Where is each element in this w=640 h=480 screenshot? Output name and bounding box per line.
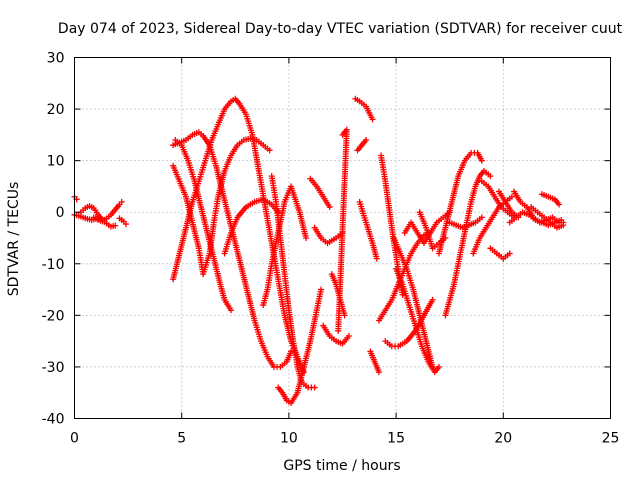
data-point — [228, 307, 235, 314]
series-sat-u — [356, 198, 380, 262]
series-sat-ag — [470, 193, 515, 257]
y-tick-label: 20 — [47, 102, 65, 118]
y-tick-label: 10 — [47, 154, 65, 170]
y-tick-label: 30 — [47, 51, 65, 67]
data-point — [478, 157, 485, 164]
data-point — [506, 250, 513, 257]
data-point — [363, 137, 370, 144]
x-tick-label: 0 — [70, 431, 79, 447]
series-sat-i — [170, 135, 273, 278]
series-sat-ae — [435, 149, 485, 257]
series-sat-p — [320, 322, 352, 347]
series-sat-l — [268, 173, 318, 391]
data-point — [478, 214, 485, 221]
data-point — [558, 216, 565, 223]
plot-frame — [74, 57, 611, 419]
data-point — [266, 147, 273, 154]
series-sat-c — [90, 198, 125, 225]
x-tick-label: 5 — [177, 431, 186, 447]
chart-title: Day 074 of 2023, Sidereal Day-to-day VTE… — [58, 21, 623, 37]
series-sat-w — [378, 152, 406, 298]
series-sat-m — [275, 286, 325, 407]
data-marks — [71, 95, 567, 407]
series-sat-y — [382, 296, 436, 350]
series-sat-ah — [478, 178, 518, 221]
y-tick-label: -20 — [42, 308, 65, 324]
y-tick-label: -40 — [42, 412, 65, 428]
series-sat-d — [116, 215, 129, 228]
y-axis-label: SDTVAR / TECUs — [6, 182, 22, 297]
data-point — [345, 332, 352, 339]
data-point — [341, 312, 348, 319]
series-sat-am — [528, 204, 567, 231]
x-tick-label: 10 — [280, 431, 298, 447]
data-point — [311, 384, 318, 391]
data-point — [369, 116, 376, 123]
data-point — [122, 221, 129, 228]
series-sat-aa — [390, 235, 436, 370]
data-point — [560, 222, 567, 229]
series-sat-z — [393, 265, 442, 376]
data-point — [118, 198, 125, 205]
series-sat-af — [446, 214, 485, 231]
series-sat-e — [71, 193, 80, 203]
data-point — [399, 291, 406, 298]
data-point — [112, 222, 119, 229]
data-point — [326, 204, 333, 211]
series-sat-t — [352, 95, 376, 123]
x-tick-label: 15 — [387, 431, 405, 447]
series-sat-n — [307, 175, 333, 211]
y-tick-label: -10 — [42, 257, 65, 273]
data-point — [335, 327, 342, 334]
data-point — [487, 173, 494, 180]
data-point — [373, 255, 380, 262]
y-tick-label: 0 — [56, 205, 65, 221]
series-sat-s — [354, 137, 370, 154]
series-sat-r — [335, 126, 350, 334]
series-sat-an — [538, 191, 563, 208]
data-point — [435, 363, 442, 370]
series-sat-ak — [511, 188, 567, 226]
series-sat-ai — [487, 245, 513, 262]
data-point — [429, 363, 436, 370]
data-point — [556, 201, 563, 208]
data-point — [508, 193, 515, 200]
series-sat-b — [77, 203, 119, 230]
axis-ticks: 0 5 10 15 20 25 -40 -30 -20 -10 0 10 20 30 — [42, 51, 620, 447]
series-sat-v — [367, 348, 382, 376]
x-axis-label: GPS time / hours — [283, 458, 400, 474]
data-point — [318, 286, 325, 293]
x-tick-label: 25 — [602, 431, 620, 447]
y-tick-label: -30 — [42, 360, 65, 376]
data-point — [429, 296, 436, 303]
series-sat-ad — [442, 167, 494, 319]
data-point — [375, 369, 382, 376]
data-point — [303, 235, 310, 241]
x-tick-label: 20 — [494, 431, 512, 447]
data-point — [288, 348, 295, 355]
